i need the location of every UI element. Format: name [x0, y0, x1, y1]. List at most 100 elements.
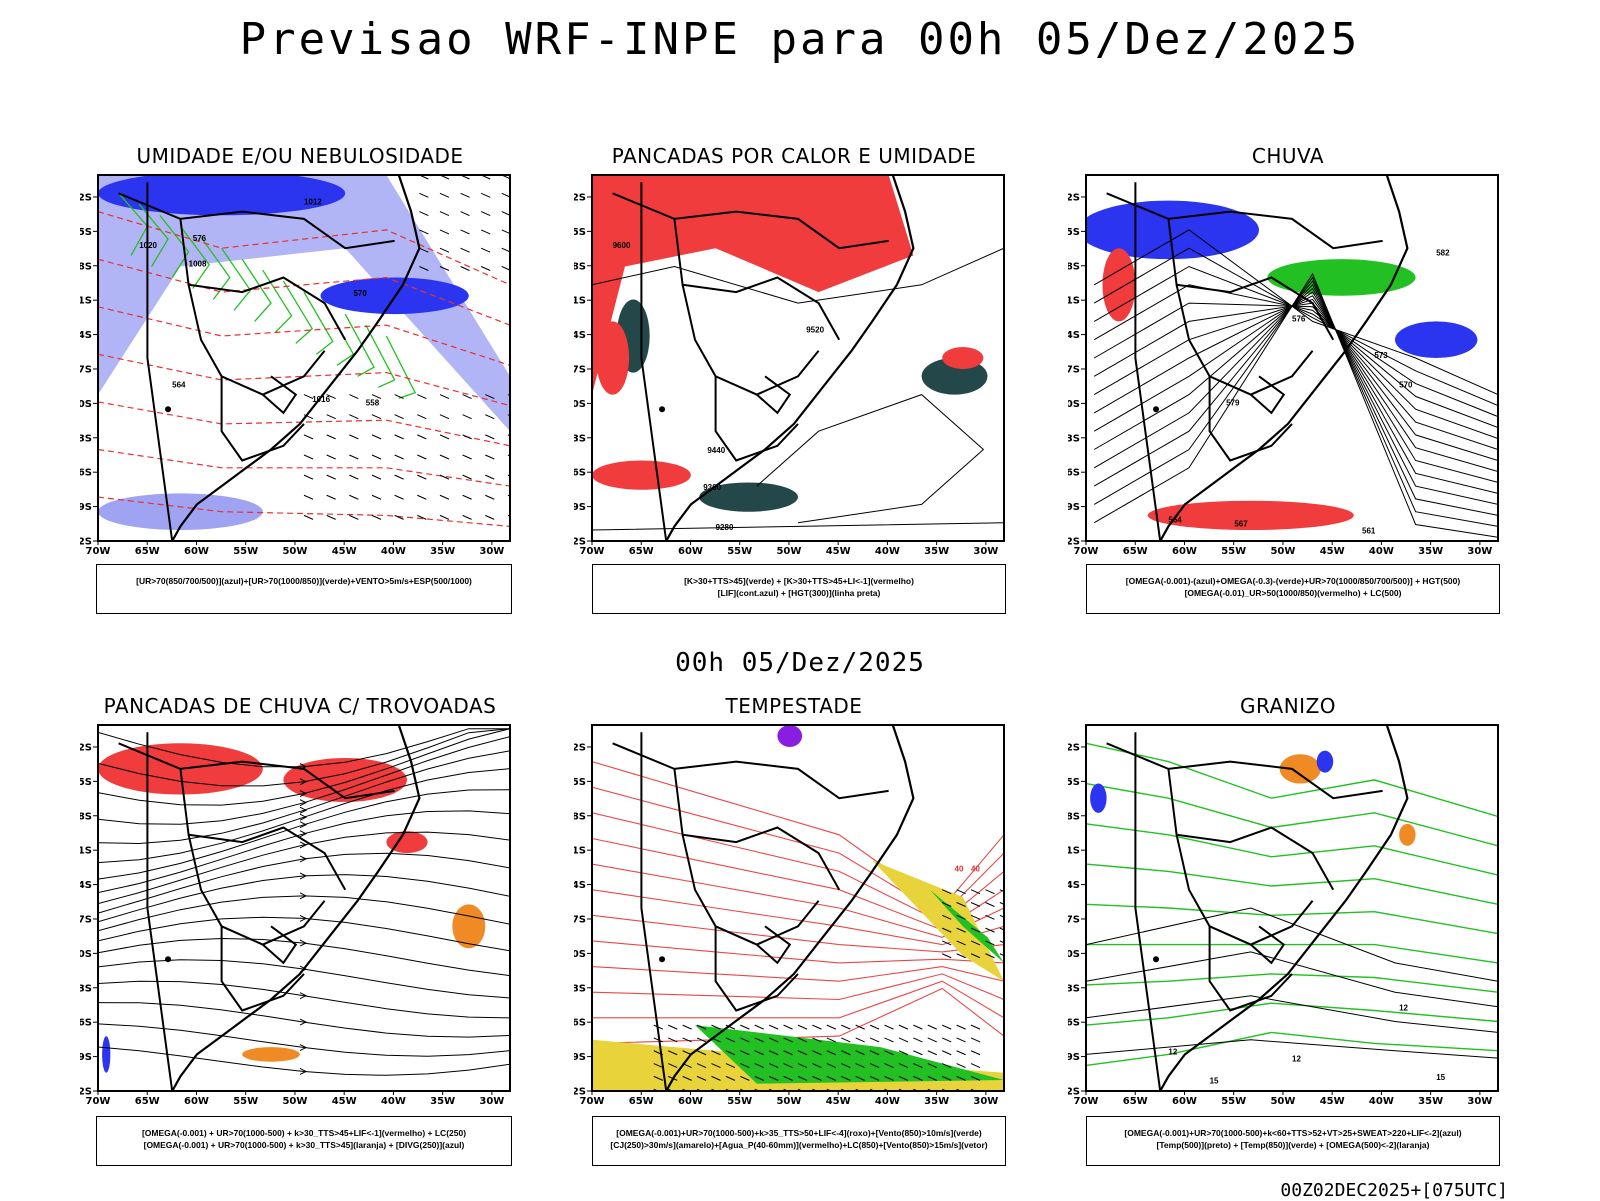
- contour-label: 1012: [304, 197, 322, 206]
- forecast-time-label: 00h 05/Dez/2025: [675, 648, 925, 678]
- wind-vector: [668, 1050, 678, 1056]
- lat-tick-label: 12S: [80, 192, 92, 203]
- wind-vector: [869, 1063, 880, 1069]
- lat-tick-label: 18S: [80, 811, 92, 822]
- wind-vector: [941, 1063, 952, 1069]
- wind-vector: [439, 229, 450, 235]
- lon-tick-label: 70W: [86, 546, 111, 557]
- lon-tick-label: 65W: [135, 546, 160, 557]
- lon-tick-label: 45W: [332, 1096, 357, 1107]
- lon-tick-label: 30W: [1467, 546, 1492, 557]
- wind-vector: [371, 454, 382, 460]
- lifted-condensation-contour: [592, 940, 1004, 964]
- wind-vector: [725, 1063, 736, 1069]
- streamline-arrow: [299, 799, 308, 807]
- contour-label: 12: [1292, 1055, 1301, 1064]
- lat-tick-label: 30S: [574, 399, 586, 410]
- wind-vector: [371, 494, 382, 500]
- lon-tick-label: 60W: [1172, 546, 1197, 557]
- lat-tick-label: 21S: [1068, 296, 1080, 307]
- country-border: [640, 732, 668, 1091]
- wind-vector: [740, 1088, 746, 1091]
- wind-vector: [826, 1063, 837, 1069]
- wind-vector: [668, 1063, 678, 1069]
- streamline-arrow: [299, 830, 308, 838]
- humidity-green-contour: [365, 324, 396, 388]
- lon-tick-label: 60W: [678, 546, 703, 557]
- geopotential-streamline: [1093, 247, 1498, 407]
- lat-tick-label: 21S: [574, 296, 586, 307]
- wind-vector: [999, 889, 1004, 893]
- wind-vector: [371, 394, 382, 400]
- wind-streamline: [98, 728, 510, 806]
- hail-blue-area: [1090, 783, 1107, 813]
- wind-vector: [439, 211, 450, 217]
- wind-vector: [417, 394, 427, 400]
- wind-vector: [970, 1075, 981, 1081]
- legend-line: [OMEGA(-0.001) + UR>70(1000-500) + k>30_…: [141, 1128, 467, 1138]
- lat-tick-label: 39S: [80, 1052, 92, 1063]
- wind-vector: [783, 1024, 793, 1030]
- lon-tick-label: 50W: [282, 546, 307, 557]
- divergence-blue-area: [102, 1036, 111, 1073]
- wind-vector: [394, 514, 404, 520]
- wind-vector: [326, 514, 336, 520]
- legend-box: [OMEGA(-0.001)+UR>70(1000-500)+k>35_TTS>…: [592, 1116, 1006, 1166]
- wind-streamline: [98, 750, 510, 845]
- wind-vector: [956, 889, 966, 895]
- lat-tick-label: 33S: [80, 433, 92, 444]
- wind-vector: [303, 394, 314, 400]
- streamline-arrow: [299, 790, 308, 797]
- geopotential-streamline: [1093, 298, 1498, 461]
- panel-chuva: CHUVA 582 579 576 573 570 567 564 561 12S 15S 18S 2…: [1068, 144, 1508, 614]
- lon-tick-label: 40W: [1369, 1096, 1394, 1107]
- wind-vector: [711, 1075, 721, 1081]
- lon-tick-label: 55W: [727, 546, 752, 557]
- map-axes: 12S 15S 18S 21S 24S 27S 30S 33S 36S 39S 42S70W 65W 6…: [1068, 174, 1499, 557]
- lat-tick-label: 15S: [574, 227, 586, 238]
- country-border: [756, 925, 792, 965]
- lat-tick-label: 24S: [574, 330, 586, 341]
- legend-line: [OMEGA(-0.001) + UR>70(1000-500) + k>30_…: [143, 1140, 465, 1150]
- country-border: [681, 834, 820, 946]
- geopotential-streamline: [1093, 283, 1498, 505]
- wind-vector: [970, 927, 981, 933]
- wind-vector: [970, 889, 981, 895]
- wind-vector: [841, 1075, 851, 1081]
- wind-vector: [462, 494, 472, 500]
- wind-vector: [417, 434, 427, 440]
- wind-vector: [941, 953, 952, 959]
- lat-tick-label: 15S: [1068, 777, 1080, 788]
- geopotential-streamline: [1093, 295, 1498, 472]
- lat-tick-label: 12S: [80, 742, 92, 753]
- wind-vector: [970, 1037, 981, 1043]
- contour-label: 570: [353, 289, 367, 298]
- geopotential-streamline: [1093, 229, 1498, 396]
- lat-tick-label: 42S: [1068, 537, 1080, 548]
- lat-tick-label: 12S: [1068, 742, 1080, 753]
- wind-vector: [956, 1050, 966, 1056]
- wind-vector: [462, 454, 472, 460]
- wind-vector: [417, 514, 427, 520]
- panel-umidade: UMIDADE E/OU NEBULOSIDADE 1012 1008 1016 10…: [80, 144, 520, 614]
- wind-vector: [696, 1037, 707, 1043]
- streamline-arrow: [299, 778, 308, 786]
- wind-streamline: [98, 789, 510, 880]
- wind-vector: [460, 247, 470, 253]
- wind-vector: [460, 211, 470, 217]
- wind-vector: [855, 1024, 865, 1030]
- panel-title: PANCADAS DE CHUVA C/ TROVOADAS: [103, 694, 497, 718]
- wind-vector: [349, 394, 359, 400]
- country-border: [146, 732, 174, 1091]
- wind-vector: [419, 229, 429, 235]
- wind-vector: [754, 1075, 764, 1081]
- temperature-850-contour: [1086, 742, 1498, 818]
- wind-vector: [439, 266, 450, 271]
- lon-tick-label: 40W: [875, 546, 900, 557]
- wind-streamline: [98, 916, 510, 952]
- map-content: [98, 725, 510, 1091]
- wind-streamline: [98, 736, 510, 825]
- lat-tick-label: 33S: [574, 983, 586, 994]
- wind-vector: [783, 1037, 793, 1043]
- wind-vector: [419, 192, 429, 198]
